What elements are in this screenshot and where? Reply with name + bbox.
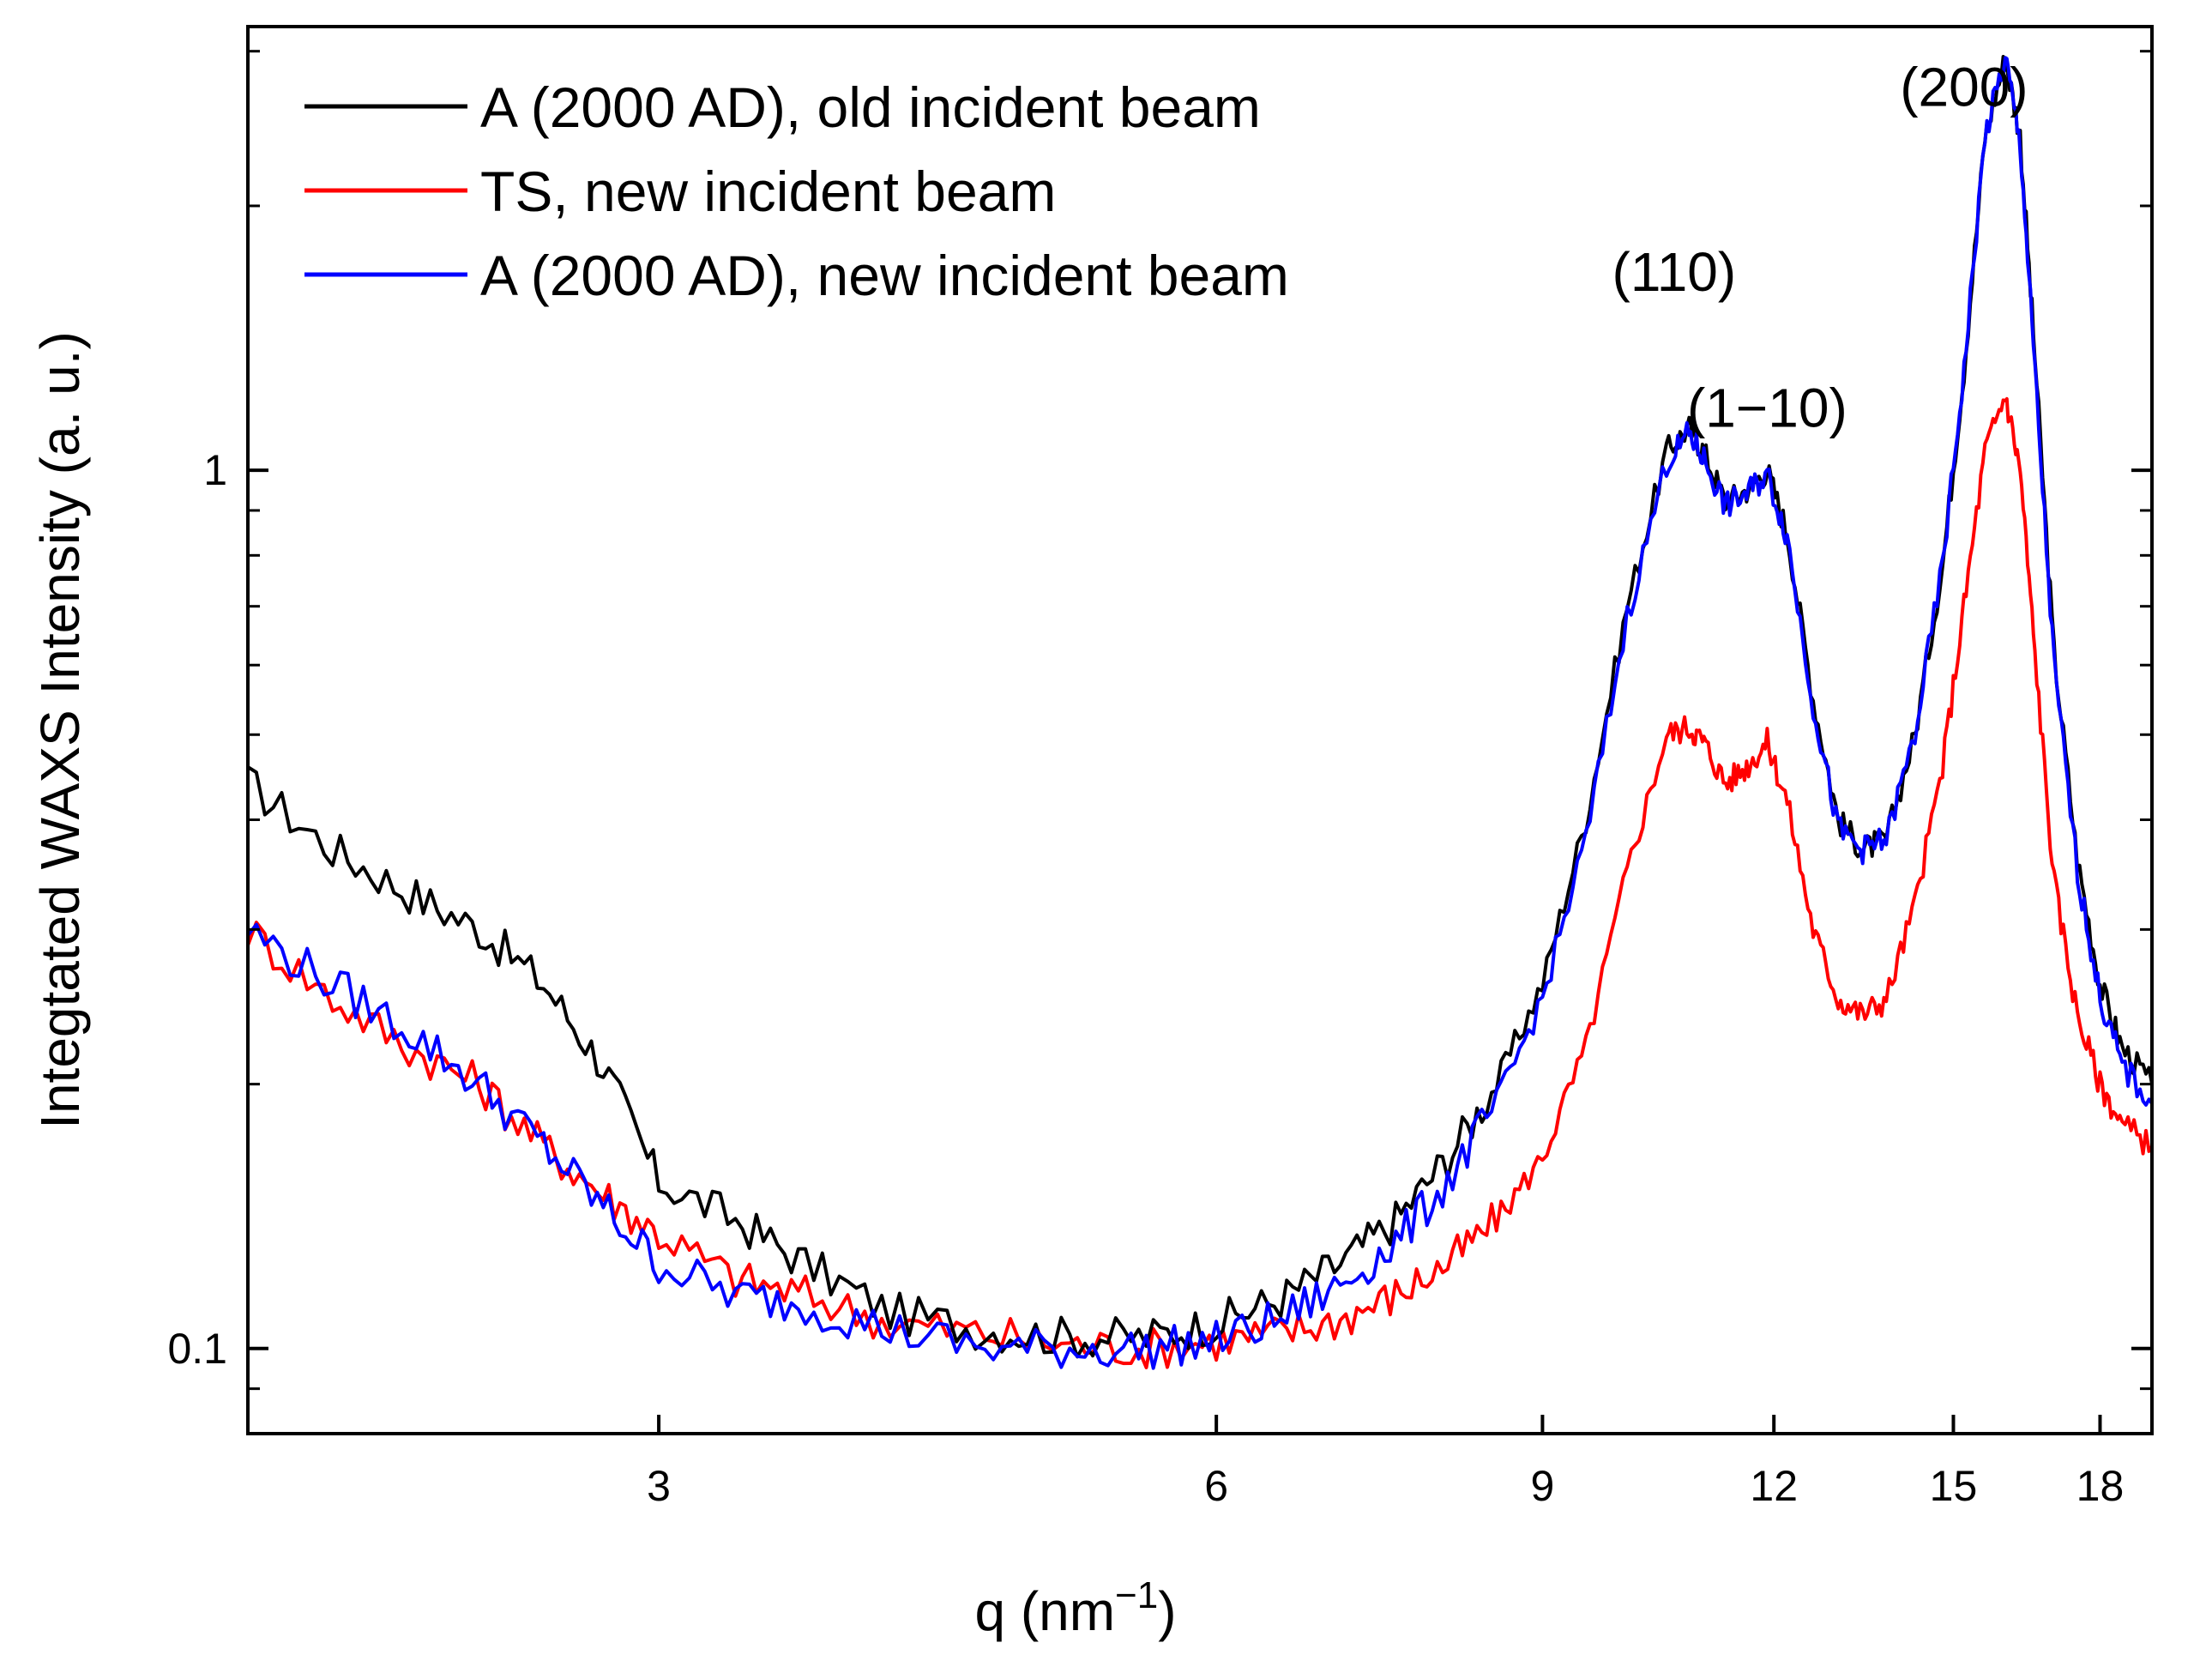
x-tick-label: 12: [1750, 1462, 1798, 1510]
peak-annotation: (1−10): [1687, 377, 1847, 439]
waxs-chart: 3 6 9 12 15 18 0.1 1 (110) (1−10) (200) A (2000 A…: [0, 0, 2212, 1673]
y-axis-title: Integtated WAXS Intensity (a. u.): [29, 331, 91, 1129]
legend-label-black: A (2000 AD), old incident beam: [480, 75, 1261, 139]
legend-label-red: TS, new incident beam: [480, 160, 1056, 223]
peak-annotation: (200): [1900, 56, 2028, 118]
x-tick-label: 9: [1531, 1462, 1555, 1510]
x-tick-label: 18: [2076, 1462, 2125, 1510]
x-tick-label: 3: [647, 1462, 671, 1510]
y-tick-label: 0.1: [167, 1325, 227, 1373]
y-tick-label: 1: [203, 446, 227, 494]
x-tick-label: 6: [1204, 1462, 1228, 1510]
legend-label-blue: A (2000 AD), new incident beam: [480, 244, 1289, 307]
peak-annotation: (110): [1612, 241, 1737, 303]
x-tick-label: 15: [1930, 1462, 1978, 1510]
